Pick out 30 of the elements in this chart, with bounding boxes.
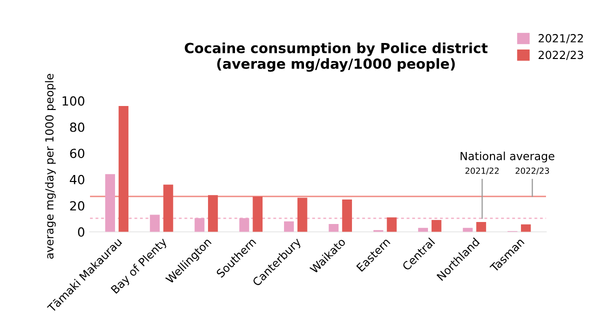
y-tick-label: 80	[70, 122, 84, 132]
chart-title: Cocaine consumption by Police district (average mg/day/1000 people)	[184, 42, 488, 72]
bar	[284, 221, 294, 232]
bar	[520, 224, 531, 232]
legend-label: 2021/22	[538, 34, 583, 44]
y-tick-label: 0	[78, 227, 84, 237]
annotation: National average	[460, 152, 554, 162]
bar	[105, 174, 116, 232]
bar	[432, 220, 442, 232]
bar	[118, 106, 128, 232]
legend-label: 2022/23	[538, 50, 584, 60]
y-tick-label: 100	[62, 96, 84, 106]
bar	[476, 222, 486, 232]
bar	[418, 228, 428, 232]
annotation: 2021/22	[465, 168, 499, 175]
y-tick-label: 40	[70, 174, 84, 184]
bar	[150, 214, 160, 232]
y-tick-label: 20	[70, 201, 84, 211]
annotation: 2022/23	[516, 168, 549, 175]
bar	[208, 195, 218, 232]
bar	[328, 224, 339, 232]
bar	[386, 217, 397, 232]
bar	[252, 196, 263, 232]
bar	[297, 198, 308, 232]
bar	[194, 218, 204, 232]
y-tick-label: 60	[70, 148, 84, 158]
y-axis-title: average mg/day per 1000 people	[44, 74, 56, 259]
bar	[163, 184, 174, 232]
bar	[342, 199, 352, 232]
bar	[239, 218, 250, 232]
